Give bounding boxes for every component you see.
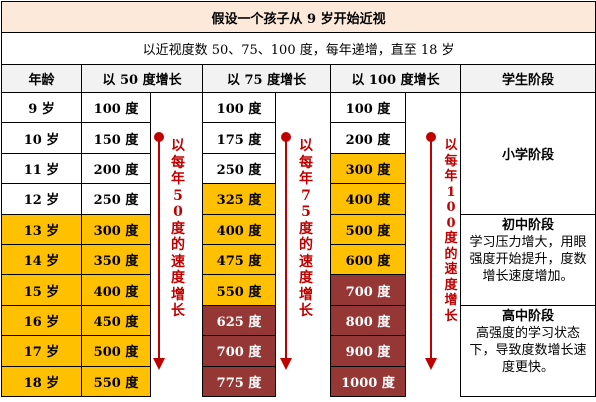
d100-cell: 400 度: [330, 183, 406, 215]
stage-primary: 小学阶段: [459, 92, 596, 215]
age-cell: 11 岁: [1, 152, 82, 185]
d75-cell: 325 度: [202, 183, 276, 215]
d100-cell: 700 度: [330, 274, 406, 306]
age-cell: 18 岁: [1, 365, 82, 397]
arrow-50-label: 以每年50度的速度增长: [171, 138, 185, 319]
arrow-gap-75: [275, 92, 331, 397]
age-cell: 13 岁: [1, 213, 82, 245]
table-row: 18 岁 550 度 775 度 1000 度: [1, 365, 596, 397]
age-cell: 15 岁: [1, 274, 82, 306]
d50-cell: 100 度: [81, 91, 151, 124]
stage-primary-label: 小学阶段: [502, 147, 555, 163]
arrow-down-icon: [280, 358, 292, 370]
header-75: 以 75 度增长: [202, 64, 331, 93]
d75-cell: 100 度: [202, 91, 276, 124]
d75-cell: 250 度: [202, 152, 276, 185]
d100-cell: 100 度: [330, 91, 406, 124]
age-cell: 9 岁: [1, 91, 82, 124]
d100-cell: 800 度: [330, 304, 406, 337]
stage-middle: 初中阶段 学习压力增大，用眼强度开始提升，度数增长速度增加。: [459, 213, 596, 306]
stage-high-desc: 高强度的学习状态下，导致度数增长速度更快。: [469, 325, 587, 375]
stage-middle-desc: 学习压力增大，用眼强度开始提升，度数增长速度增加。: [469, 234, 587, 284]
age-cell: 16 岁: [1, 304, 82, 337]
d50-cell: 350 度: [81, 243, 151, 276]
d100-cell: 900 度: [330, 335, 406, 367]
header-age: 年龄: [1, 64, 82, 93]
d50-cell: 150 度: [81, 122, 151, 154]
arrow-down-icon: [153, 358, 165, 370]
age-cell: 17 岁: [1, 335, 82, 367]
d75-cell: 175 度: [202, 122, 276, 154]
d100-cell: 200 度: [330, 122, 406, 154]
table-row: 15 岁 400 度 550 度 700 度: [1, 274, 596, 306]
table-row: 11 岁 200 度 250 度 300 度: [1, 152, 596, 185]
table-row: 16 岁 450 度 625 度 800 度 高中阶段 高强度的学习状态下，导致…: [1, 304, 596, 397]
header-50: 以 50 度增长: [81, 64, 203, 93]
arrow-line: [430, 137, 432, 359]
age-cell: 12 岁: [1, 183, 82, 215]
table-row: 12 岁 250 度 325 度 400 度: [1, 183, 596, 215]
stage-middle-title: 初中阶段: [502, 217, 555, 233]
arrow-line: [158, 137, 160, 359]
d50-cell: 550 度: [81, 365, 151, 397]
d75-cell: 775 度: [202, 365, 276, 397]
arrow-75: 以每年75度的速度增长: [279, 132, 313, 392]
arrow-gap-100: [405, 92, 461, 397]
table-row: 9 岁 100 度 100 度 100 度 小学阶段: [1, 91, 596, 397]
arrow-line: [285, 137, 287, 359]
table-row: 17 岁 500 度 700 度 900 度: [1, 335, 596, 367]
arrow-50: 以每年50度的速度增长: [152, 132, 185, 392]
d50-cell: 400 度: [81, 274, 151, 306]
d75-cell: 700 度: [202, 335, 276, 367]
header-stage: 学生阶段: [459, 64, 596, 93]
arrow-100: 以每年100度的速度增长: [424, 132, 458, 392]
d100-cell: 500 度: [330, 213, 406, 245]
arrow-75-label: 以每年75度的速度增长: [299, 138, 313, 319]
d50-cell: 450 度: [81, 304, 151, 337]
age-cell: 14 岁: [1, 243, 82, 276]
d100-cell: 300 度: [330, 152, 406, 185]
d75-cell: 475 度: [202, 243, 276, 276]
stage-high: 高中阶段 高强度的学习状态下，导致度数增长速度更快。: [459, 304, 596, 397]
d50-cell: 200 度: [81, 152, 151, 185]
arrow-100-label: 以每年100度的速度增长: [444, 138, 458, 324]
d50-cell: 300 度: [81, 213, 151, 245]
header-100: 以 100 度增长: [330, 64, 461, 93]
table-title: 假设一个孩子从 9 岁开始近视: [0, 1, 596, 33]
d75-cell: 550 度: [202, 274, 276, 306]
d75-cell: 400 度: [202, 213, 276, 245]
table-row: 10 岁 150 度 175 度 200 度: [1, 122, 596, 154]
d100-cell: 1000 度: [330, 365, 406, 397]
age-cell: 10 岁: [1, 122, 82, 154]
d75-cell: 625 度: [202, 304, 276, 337]
arrow-down-icon: [425, 358, 437, 370]
d50-cell: 250 度: [81, 183, 151, 215]
d50-cell: 500 度: [81, 335, 151, 367]
stage-high-title: 高中阶段: [502, 308, 555, 324]
table-body: 9 岁 100 度 100 度 100 度 小学阶段 10 岁 150 度 17…: [1, 91, 596, 397]
table-subtitle: 以近视度数 50、75、100 度，每年递增，直至 18 岁: [0, 32, 596, 65]
d100-cell: 600 度: [330, 243, 406, 276]
